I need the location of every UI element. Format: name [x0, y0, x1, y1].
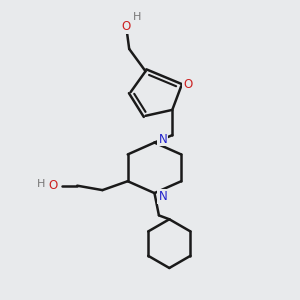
Text: O: O [122, 20, 131, 33]
Text: N: N [158, 190, 167, 203]
Text: O: O [49, 179, 58, 192]
Text: N: N [158, 133, 167, 146]
Text: O: O [183, 78, 192, 91]
Text: H: H [132, 12, 141, 22]
Text: H: H [37, 179, 45, 189]
